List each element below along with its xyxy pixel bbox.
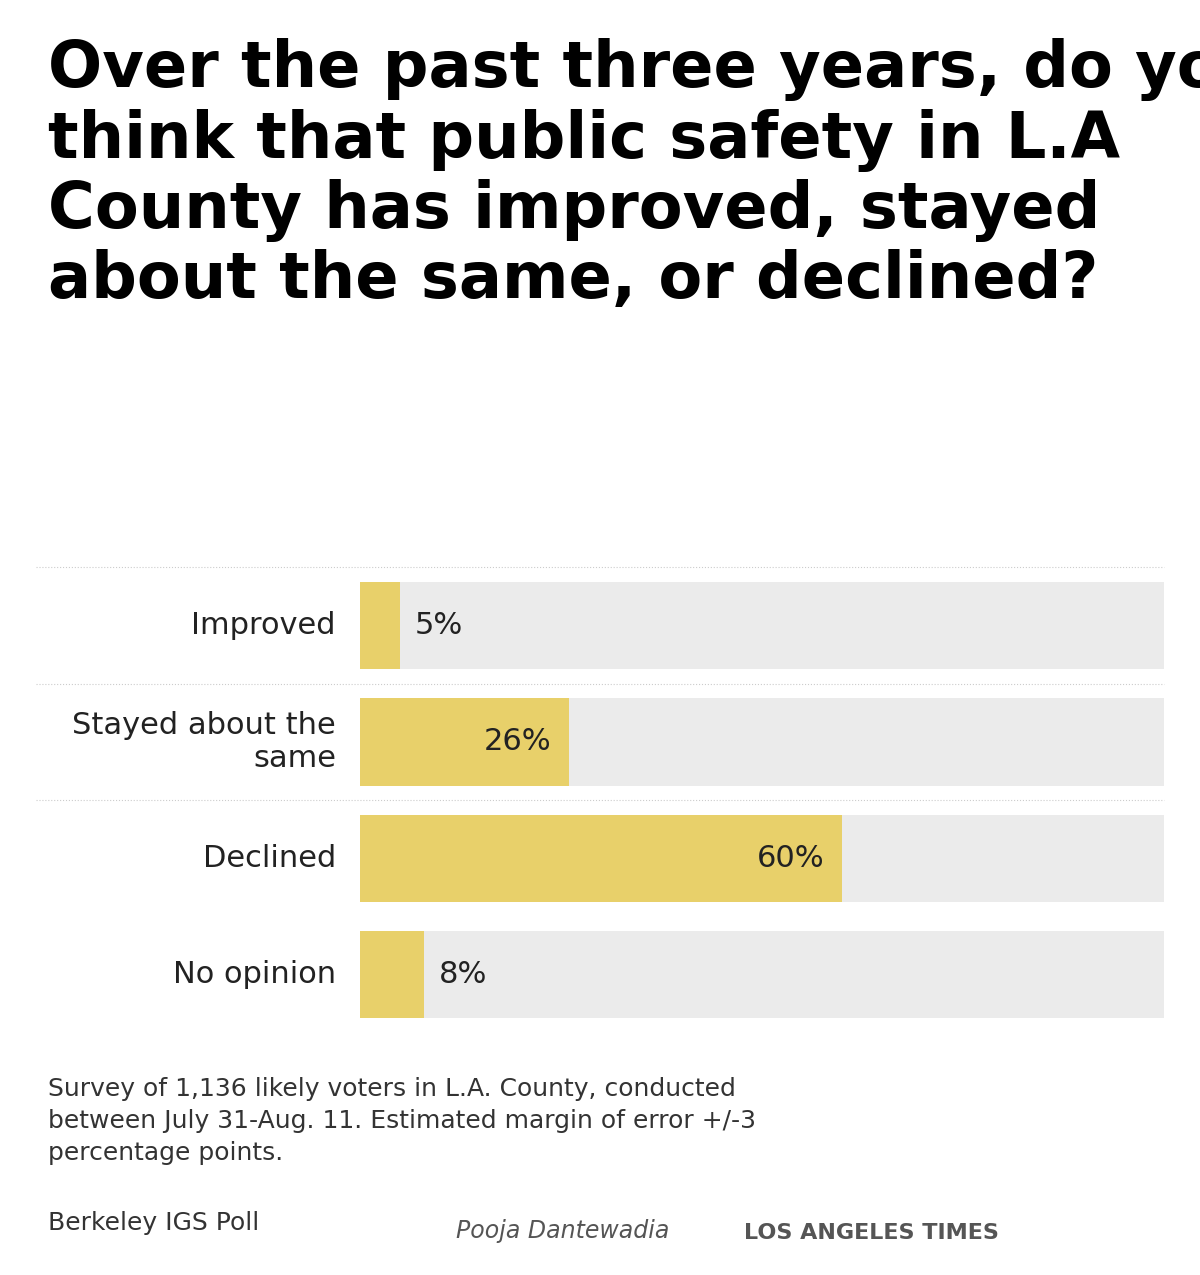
Text: No opinion: No opinion — [173, 960, 336, 989]
Text: 8%: 8% — [439, 960, 487, 989]
Bar — [360, 815, 1164, 901]
Bar — [360, 581, 401, 669]
Bar — [360, 931, 425, 1019]
Text: Over the past three years, do you
think that public safety in L.A
County has imp: Over the past three years, do you think … — [48, 38, 1200, 311]
Bar — [360, 699, 1164, 785]
Bar — [360, 699, 569, 785]
Text: Survey of 1,136 likely voters in L.A. County, conducted
between July 31-Aug. 11.: Survey of 1,136 likely voters in L.A. Co… — [48, 1077, 756, 1164]
Text: Declined: Declined — [203, 844, 336, 872]
Text: Improved: Improved — [192, 611, 336, 640]
Text: 26%: 26% — [484, 728, 551, 756]
Text: 5%: 5% — [415, 611, 463, 640]
Text: Stayed about the
same: Stayed about the same — [72, 710, 336, 773]
Text: Berkeley IGS Poll: Berkeley IGS Poll — [48, 1211, 259, 1235]
Text: 60%: 60% — [757, 844, 824, 872]
Bar — [360, 581, 1164, 669]
Bar — [360, 931, 1164, 1019]
Text: Pooja Dantewadia: Pooja Dantewadia — [456, 1219, 670, 1243]
Text: LOS ANGELES TIMES: LOS ANGELES TIMES — [744, 1223, 998, 1243]
Bar — [360, 815, 842, 901]
